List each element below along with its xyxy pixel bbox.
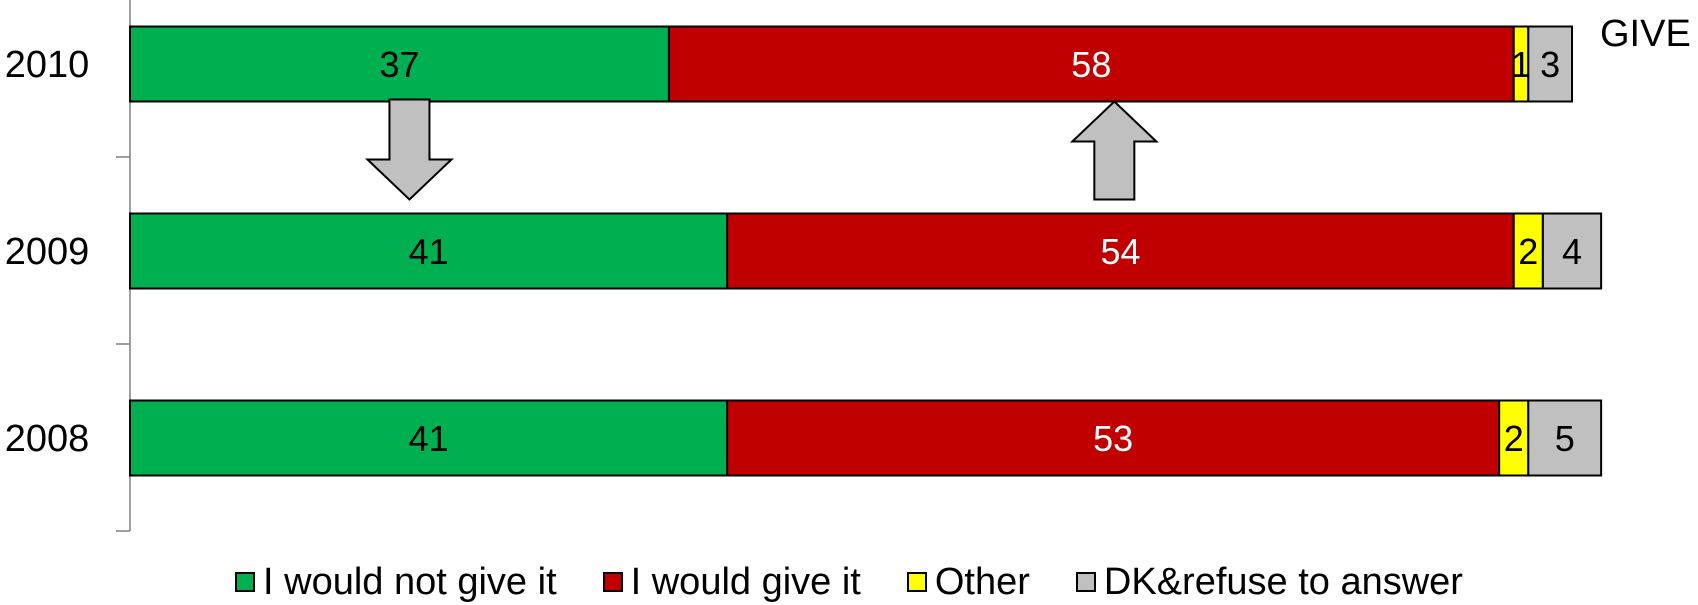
category-label: 2010	[5, 44, 90, 86]
legend-swatch	[906, 572, 927, 592]
bar-segment	[1527, 399, 1603, 477]
arrows-layer	[364, 98, 1159, 201]
bar-segment	[1527, 25, 1573, 103]
data-label: 1	[1511, 44, 1531, 85]
data-label: 3	[1540, 44, 1560, 85]
data-label: 2	[1504, 418, 1524, 459]
chart-title: GIVE	[1600, 13, 1691, 55]
bar-segment	[1541, 212, 1603, 290]
data-label: 58	[1071, 44, 1111, 85]
data-label: 37	[379, 44, 419, 85]
legend-swatch	[1075, 572, 1096, 592]
bar-segment	[726, 399, 1501, 477]
category-label: 2009	[5, 231, 90, 273]
bar-segment	[1512, 212, 1544, 290]
legend-item: DK&refuse to answer	[1075, 560, 1463, 604]
legend-item: I would give it	[602, 560, 861, 604]
legend-item: I would not give it	[235, 561, 557, 604]
data-label: 5	[1555, 418, 1575, 459]
data-label: 54	[1100, 231, 1140, 272]
data-label: 41	[409, 231, 449, 272]
data-label: 2	[1518, 231, 1538, 272]
data-label: 4	[1562, 231, 1582, 272]
bar-segment	[667, 25, 1515, 103]
arrow-up-icon	[1069, 100, 1159, 201]
legend-label: I would give it	[630, 560, 861, 603]
data-label: 53	[1093, 418, 1133, 459]
legend-label: Other	[934, 560, 1030, 603]
bar-segment	[129, 212, 729, 290]
legend-swatch	[235, 572, 256, 592]
category-label: 2008	[5, 418, 90, 460]
arrow-down-icon	[364, 98, 454, 201]
axis-layer	[116, 0, 131, 532]
legend-label: DK&refuse to answer	[1103, 560, 1463, 603]
bars-layer	[129, 25, 1603, 477]
legend-label: I would not give it	[263, 560, 557, 603]
bar-segment	[726, 212, 1515, 290]
legend: I would not give it I would give it Other D…	[0, 560, 1698, 604]
bar-segment	[129, 25, 670, 103]
legend-swatch	[602, 572, 623, 592]
legend-item: Other	[906, 560, 1030, 604]
data-label: 41	[409, 418, 449, 459]
